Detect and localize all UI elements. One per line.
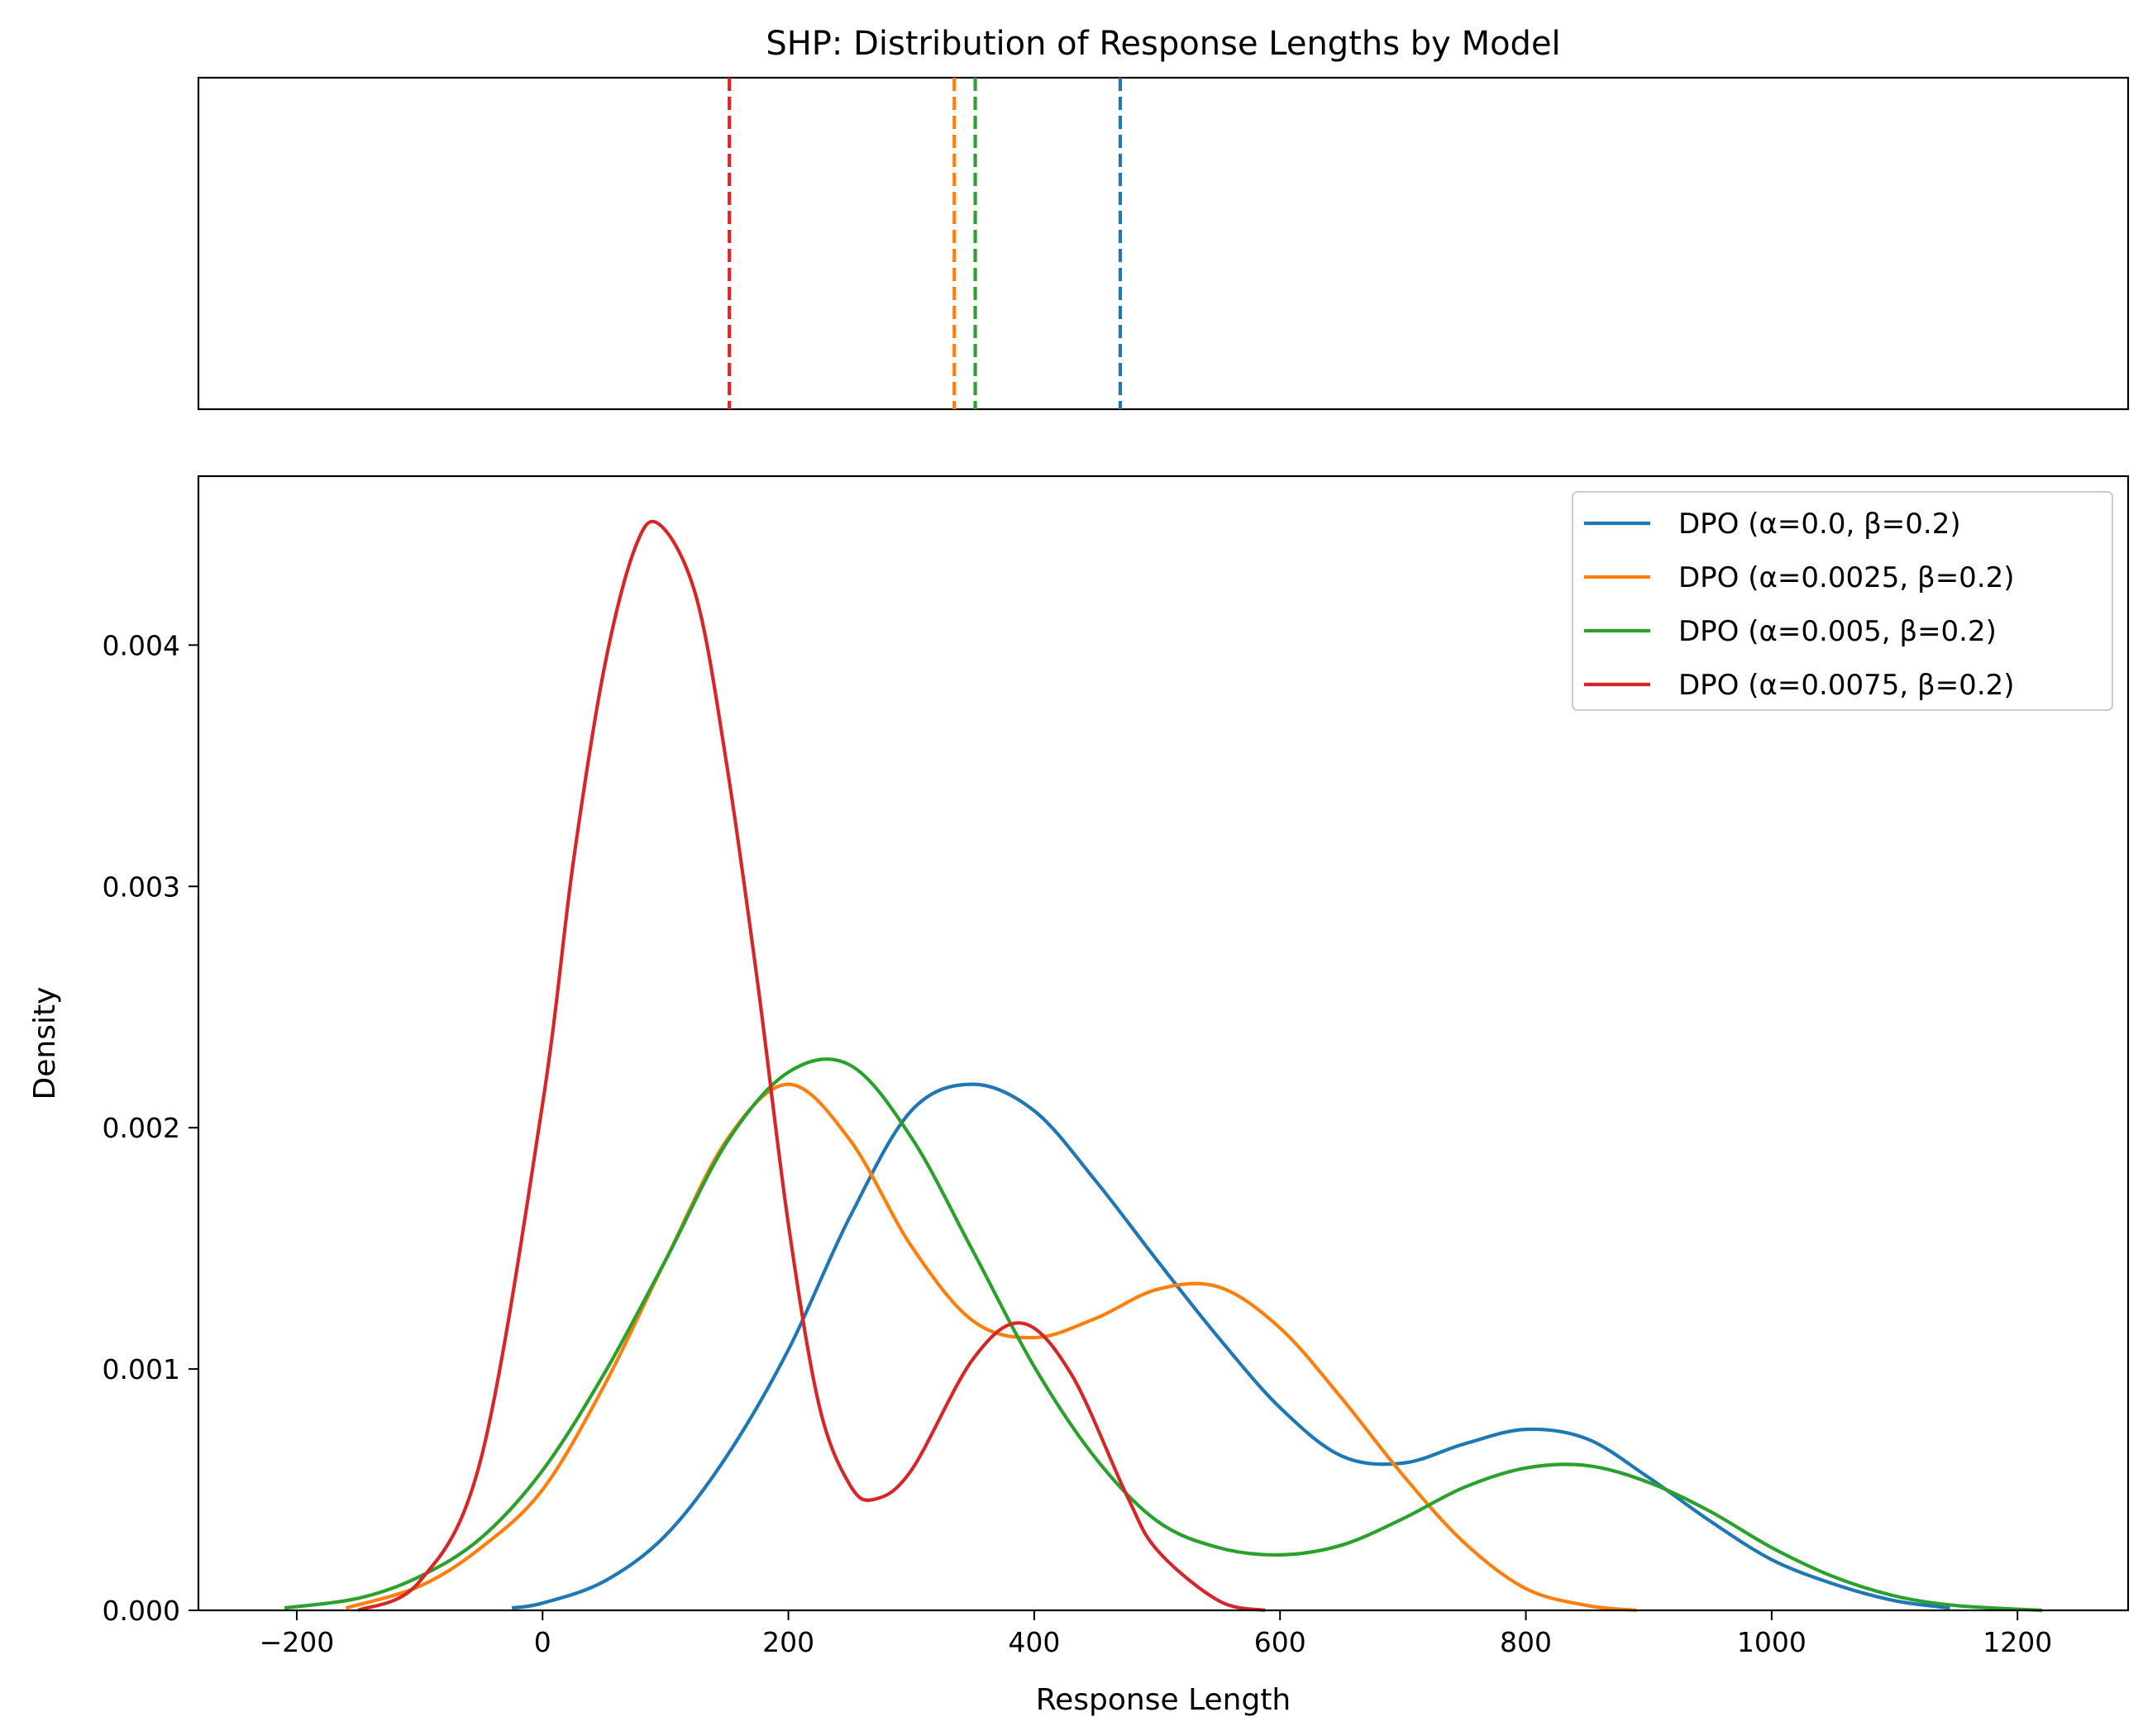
chart-title: SHP: Distribution of Response Lengths by… — [766, 25, 1560, 63]
x-tick-label: 800 — [1500, 1626, 1552, 1658]
y-axis-ticks: 0.000 0.001 0.002 0.003 0.004 — [103, 629, 198, 1627]
density-curve-0 — [511, 1082, 1950, 1610]
x-tick-label: 1200 — [1983, 1626, 2052, 1658]
y-tick-label: 0.000 — [103, 1595, 180, 1627]
density-curves-group — [284, 519, 2043, 1613]
x-tick-label: 0 — [534, 1626, 551, 1658]
x-tick-label: 400 — [1008, 1626, 1060, 1658]
legend: DPO (α=0.0, β=0.2) DPO (α=0.0025, β=0.2) D… — [1572, 491, 2113, 711]
mean-panel-frame — [197, 76, 2130, 411]
y-tick-label: 0.003 — [103, 870, 180, 903]
density-curve-3 — [357, 519, 1266, 1613]
x-axis-ticks: −200 0 200 400 600 800 1000 1200 — [260, 1610, 2052, 1658]
density-panel-frame — [197, 475, 2130, 1612]
legend-label-2: DPO (α=0.005, β=0.2) — [1678, 615, 1997, 648]
legend-label-0: DPO (α=0.0, β=0.2) — [1678, 508, 1961, 541]
density-curve-2 — [284, 1057, 2043, 1613]
x-tick-label: −200 — [260, 1626, 335, 1658]
legend-frame — [1572, 491, 2113, 711]
density-curve-1 — [345, 1082, 1637, 1613]
y-tick-label: 0.001 — [103, 1353, 180, 1385]
legend-label-3: DPO (α=0.0075, β=0.2) — [1678, 669, 2015, 702]
y-tick-label: 0.004 — [103, 629, 180, 661]
x-tick-label: 600 — [1254, 1626, 1306, 1658]
x-tick-label: 1000 — [1737, 1626, 1807, 1658]
y-tick-label: 0.002 — [103, 1112, 180, 1144]
x-tick-label: 200 — [762, 1626, 814, 1658]
legend-label-1: DPO (α=0.0025, β=0.2) — [1678, 561, 2015, 594]
x-axis-label: Response Length — [1036, 1683, 1291, 1717]
mean-lines-group — [728, 78, 1123, 409]
y-axis-label: Density — [28, 987, 62, 1100]
